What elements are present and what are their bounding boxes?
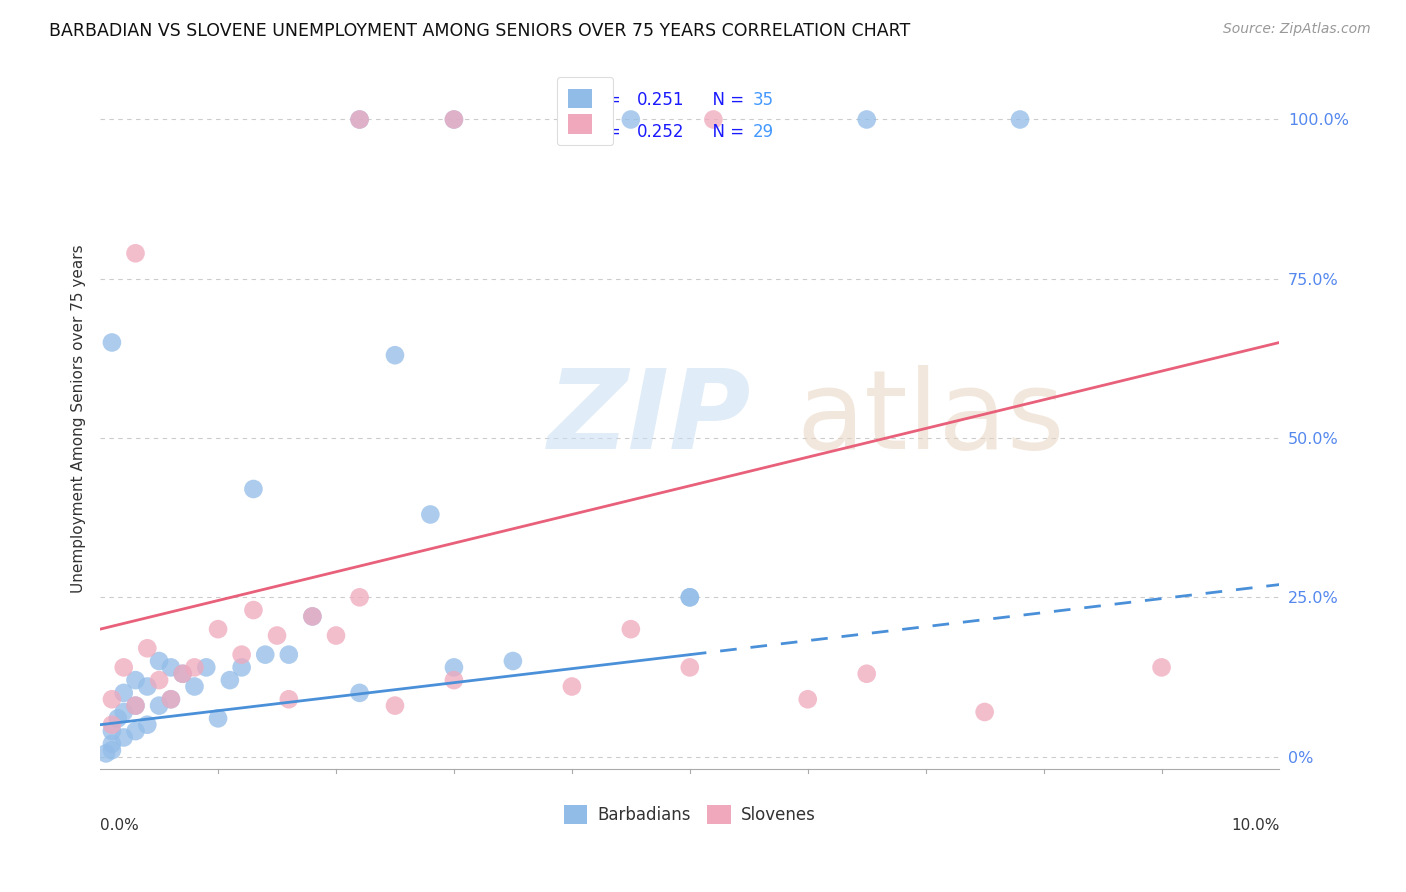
Point [301, 609, 323, 624]
Text: atlas: atlas [796, 366, 1064, 473]
Point [101, 692, 124, 706]
Text: N =: N = [702, 91, 749, 109]
Point [101, 737, 124, 751]
Text: R =: R = [589, 91, 626, 109]
Point [419, 508, 441, 522]
Point [183, 680, 205, 694]
Point [679, 660, 702, 674]
Point [207, 622, 229, 636]
Text: ZIP: ZIP [548, 366, 752, 473]
Point [172, 666, 194, 681]
Point [384, 348, 406, 362]
Point [148, 673, 170, 687]
Point [124, 698, 146, 713]
Point [172, 666, 194, 681]
Point [160, 660, 183, 674]
Point [94, 747, 117, 761]
Y-axis label: Unemployment Among Seniors over 75 years: Unemployment Among Seniors over 75 years [72, 244, 86, 593]
Text: Source: ZipAtlas.com: Source: ZipAtlas.com [1223, 22, 1371, 37]
Point [679, 591, 702, 605]
Point [254, 648, 277, 662]
Point [443, 673, 465, 687]
Text: 0.251: 0.251 [637, 91, 685, 109]
Point [136, 641, 159, 656]
Point [207, 711, 229, 725]
Point [148, 698, 170, 713]
Point [231, 648, 253, 662]
Point [301, 609, 323, 624]
Point [101, 335, 124, 350]
Point [112, 705, 135, 719]
Point [242, 482, 264, 496]
Point [855, 112, 877, 127]
Point [195, 660, 218, 674]
Point [1008, 112, 1031, 127]
Point [136, 717, 159, 731]
Point [561, 112, 583, 127]
Point [561, 680, 583, 694]
Point [325, 628, 347, 642]
Point [277, 692, 299, 706]
Point [679, 591, 702, 605]
Point [502, 654, 524, 668]
Text: 0.252: 0.252 [637, 122, 685, 141]
Point [160, 692, 183, 706]
Point [107, 711, 129, 725]
Text: 0.0%: 0.0% [100, 818, 139, 833]
Point [124, 698, 146, 713]
Point [112, 660, 135, 674]
Point [112, 731, 135, 745]
Text: 35: 35 [752, 91, 773, 109]
Point [349, 112, 371, 127]
Point [160, 692, 183, 706]
Point [101, 717, 124, 731]
Point [443, 660, 465, 674]
Point [266, 628, 288, 642]
Text: 10.0%: 10.0% [1232, 818, 1279, 833]
Point [443, 112, 465, 127]
Legend: Barbadians, Slovenes: Barbadians, Slovenes [557, 798, 823, 831]
Point [443, 112, 465, 127]
Point [218, 673, 240, 687]
Point [136, 680, 159, 694]
Point [124, 673, 146, 687]
Point [277, 648, 299, 662]
Point [124, 724, 146, 739]
Point [124, 246, 146, 260]
Point [349, 591, 371, 605]
Point [101, 724, 124, 739]
Point [855, 666, 877, 681]
Point [148, 654, 170, 668]
Text: N =: N = [702, 122, 749, 141]
Point [1150, 660, 1173, 674]
Text: 29: 29 [752, 122, 773, 141]
Point [702, 112, 724, 127]
Point [620, 112, 643, 127]
Point [349, 686, 371, 700]
Point [183, 660, 205, 674]
Text: BARBADIAN VS SLOVENE UNEMPLOYMENT AMONG SENIORS OVER 75 YEARS CORRELATION CHART: BARBADIAN VS SLOVENE UNEMPLOYMENT AMONG … [49, 22, 911, 40]
Point [112, 686, 135, 700]
Point [620, 622, 643, 636]
Point [384, 698, 406, 713]
Point [349, 112, 371, 127]
Point [101, 743, 124, 757]
Point [973, 705, 995, 719]
Text: R =: R = [589, 122, 626, 141]
Point [231, 660, 253, 674]
Point [796, 692, 818, 706]
Point [242, 603, 264, 617]
